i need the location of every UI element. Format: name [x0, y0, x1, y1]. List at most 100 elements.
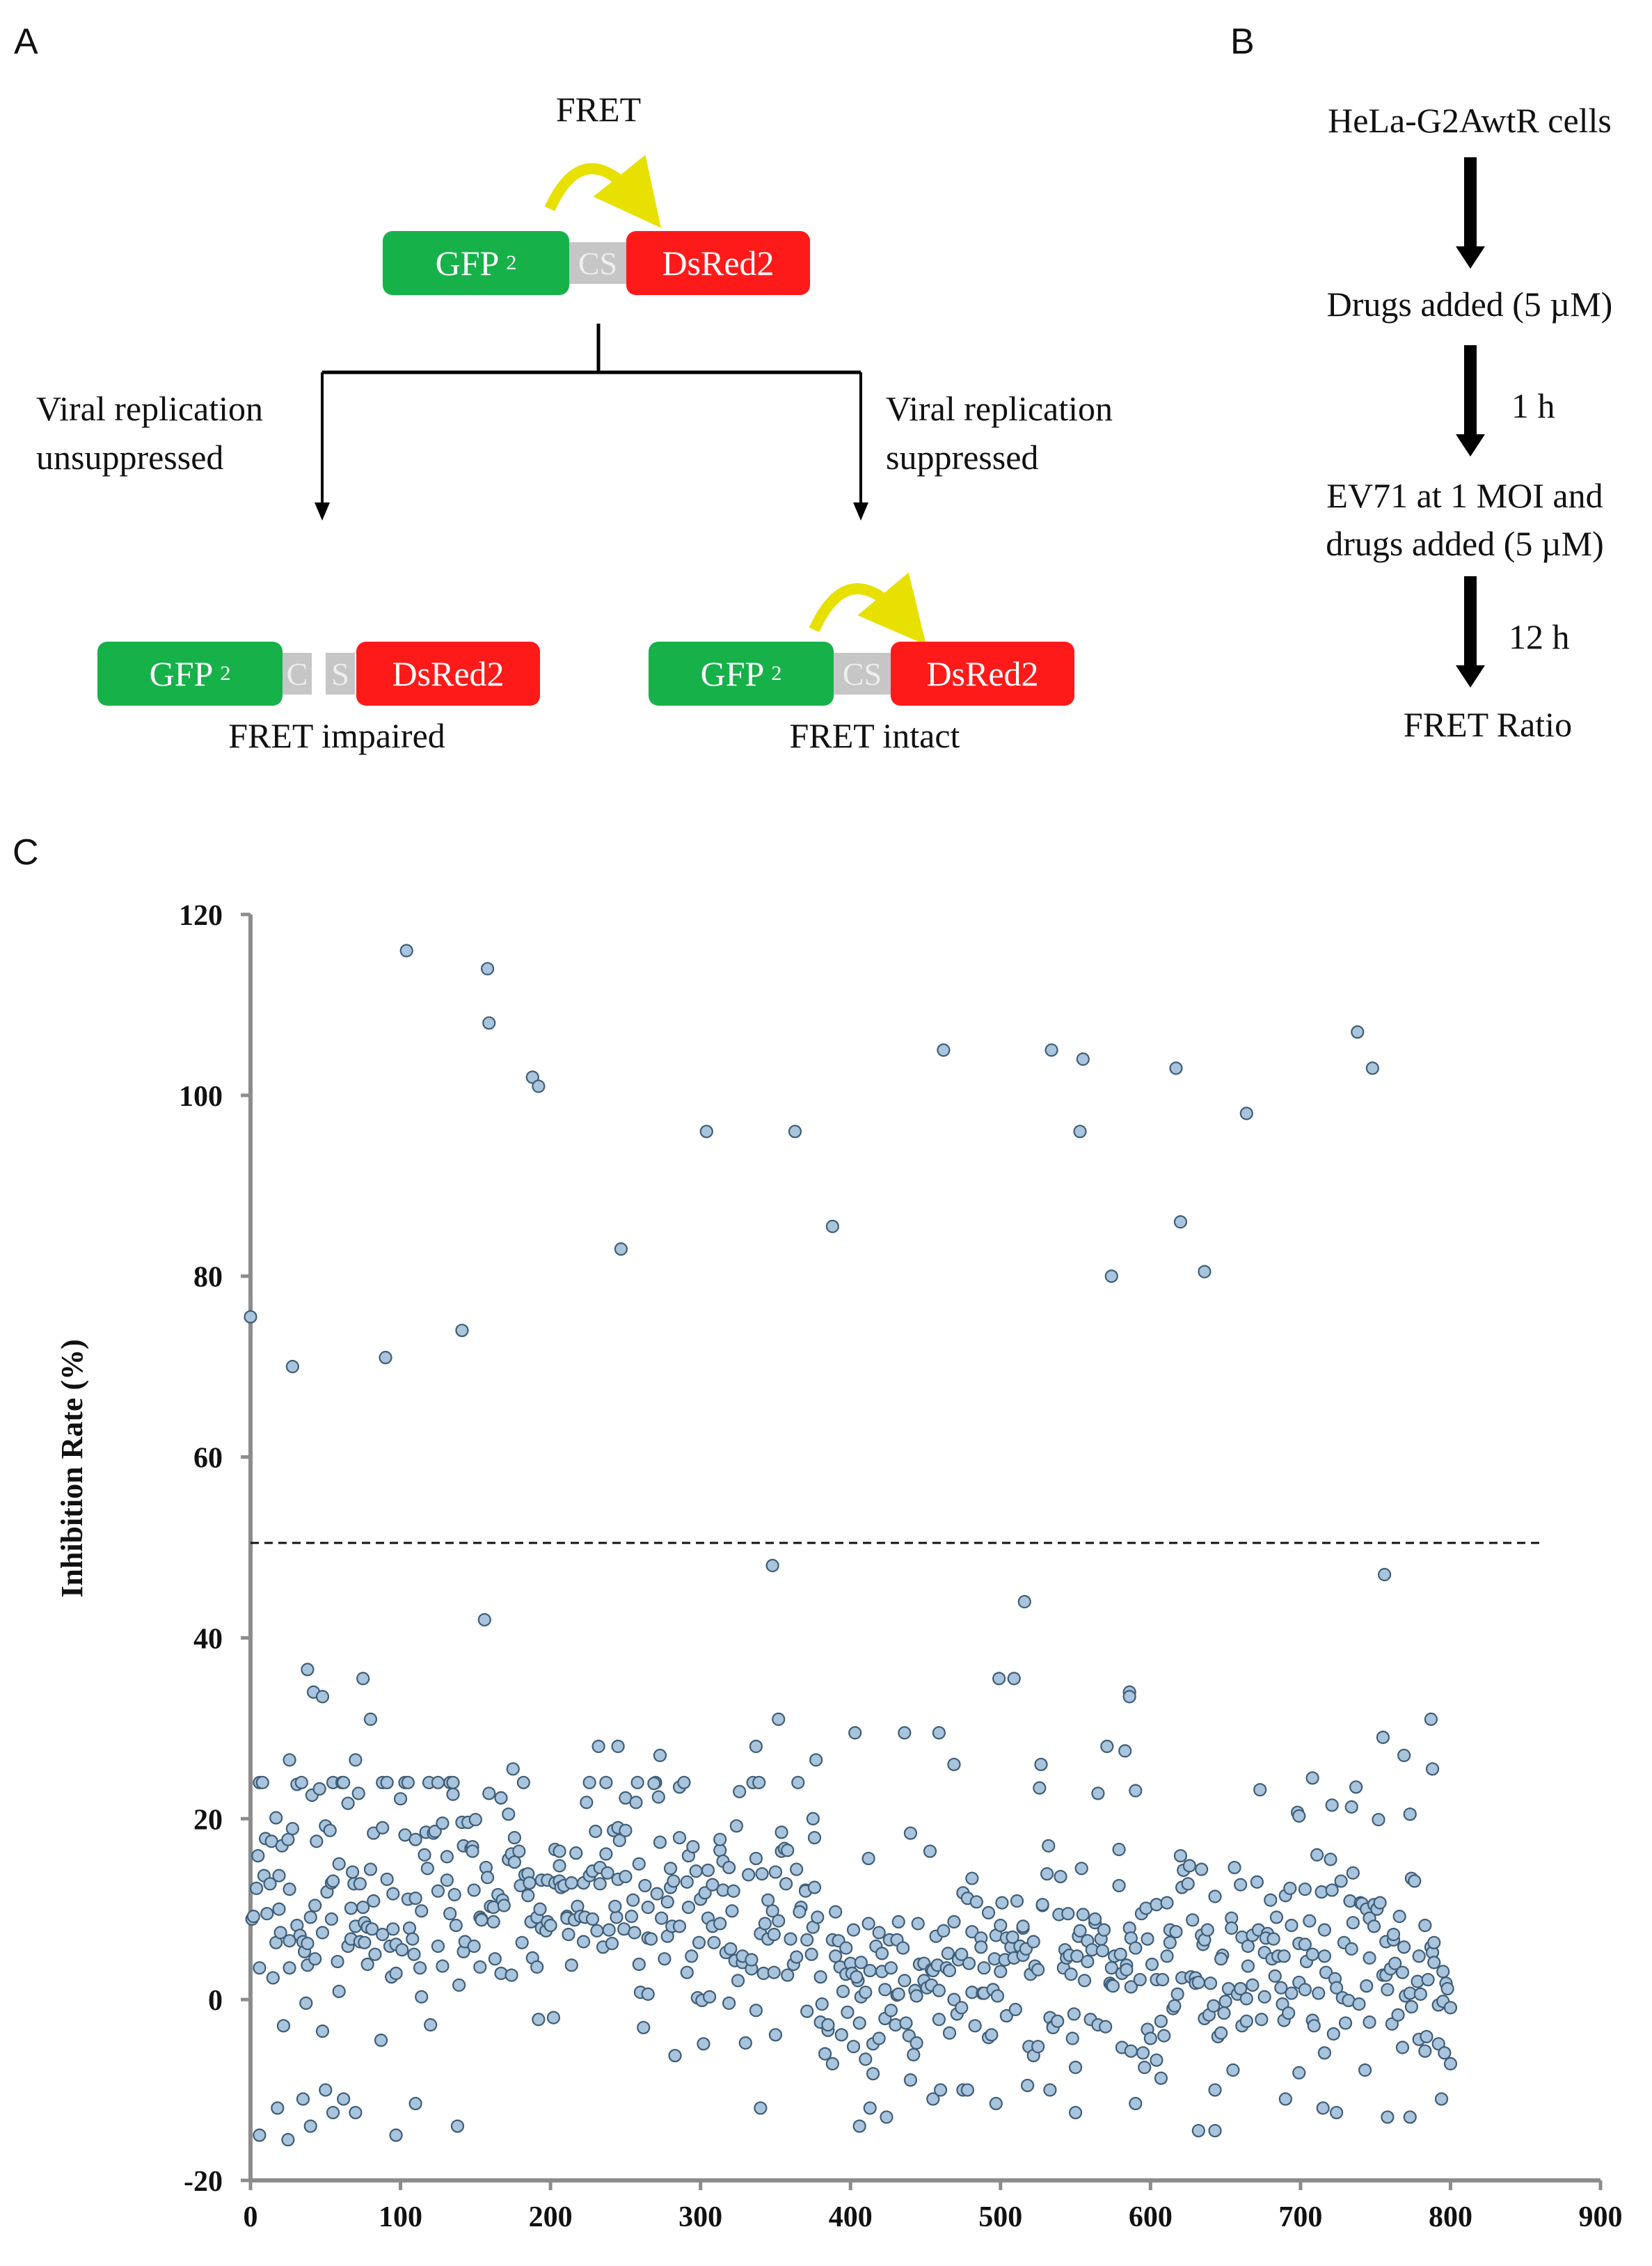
data-point — [601, 1866, 614, 1880]
data-point — [641, 1987, 655, 2001]
chart-axes — [248, 914, 1601, 2182]
data-point — [898, 1974, 912, 1988]
data-point — [1352, 1997, 1366, 2011]
y-tick-label: 40 — [193, 1623, 223, 1655]
data-point — [990, 1989, 1005, 2003]
data-point — [303, 2119, 317, 2133]
x-tick-label: 700 — [1278, 2201, 1322, 2233]
data-point — [653, 1835, 667, 1849]
data-point — [722, 1996, 736, 2010]
data-point — [344, 1901, 358, 1915]
data-point — [1305, 1947, 1319, 1961]
data-point — [376, 1927, 390, 1942]
data-point — [1040, 1867, 1054, 1881]
data-point — [253, 1961, 267, 1975]
data-point — [386, 1922, 400, 1936]
fret-arrow-intact — [809, 572, 926, 645]
data-point — [713, 1844, 727, 1857]
data-point — [283, 1961, 296, 1975]
data-point — [413, 1961, 427, 1975]
data-point — [692, 1935, 706, 1949]
data-point — [353, 1877, 367, 1891]
data-point — [365, 1922, 379, 1936]
data-point — [1020, 2078, 1035, 2093]
data-point — [1173, 1215, 1188, 1229]
data-point — [1112, 1842, 1126, 1857]
data-point — [467, 1939, 481, 1954]
data-point — [1425, 1762, 1440, 1776]
data-point — [1051, 2014, 1065, 2028]
data-point — [431, 1884, 445, 1898]
data-point — [389, 2128, 403, 2142]
data-point — [658, 1952, 672, 1966]
data-point — [1338, 2016, 1353, 2030]
data-point — [947, 1992, 961, 2006]
data-point — [872, 1926, 886, 1940]
x-tick-label: 300 — [678, 2201, 722, 2233]
data-point — [1073, 1125, 1087, 1139]
y-tick-label: -20 — [184, 2166, 223, 2198]
data-point — [685, 1949, 699, 1963]
data-point — [543, 1919, 557, 1933]
data-point — [521, 1889, 535, 1903]
data-point — [1317, 1949, 1331, 1963]
data-point — [1418, 2044, 1432, 2058]
data-point — [644, 1932, 658, 1946]
data-point — [775, 1825, 788, 1839]
data-point — [1173, 1848, 1188, 1863]
data-point — [379, 1351, 392, 1365]
data-point — [389, 1966, 403, 1981]
data-point — [602, 1923, 616, 1937]
data-point — [276, 2019, 291, 2033]
data-point — [1145, 1957, 1159, 1972]
data-point — [1061, 1907, 1075, 1921]
data-point — [1317, 1923, 1331, 1937]
data-point — [428, 1824, 442, 1839]
data-point — [965, 1871, 979, 1885]
data-point — [486, 1915, 500, 1929]
x-tick-label: 900 — [1579, 2201, 1623, 2233]
data-point — [863, 2101, 877, 2115]
x-tick-label: 800 — [1429, 2201, 1472, 2233]
data-point — [605, 1936, 619, 1951]
data-point — [962, 1956, 976, 1970]
data-point — [790, 1950, 804, 1964]
data-point — [1285, 1986, 1298, 2000]
data-point — [477, 1613, 491, 1627]
data-point — [713, 1832, 727, 1846]
data-point — [1325, 1883, 1339, 1897]
data-point — [452, 1978, 466, 1992]
data-point — [1208, 2083, 1222, 2097]
data-point — [447, 1887, 461, 1902]
data-point — [767, 1927, 781, 1942]
data-point — [994, 1965, 1008, 1979]
data-point — [861, 1917, 875, 1931]
data-point — [1169, 1925, 1183, 1939]
data-point — [1191, 1975, 1205, 1990]
data-point — [1129, 2096, 1143, 2111]
data-point — [315, 2025, 330, 2038]
data-point — [861, 1851, 875, 1866]
data-point — [363, 1862, 378, 1876]
workflow-time-1h: 1 h — [1511, 386, 1555, 425]
data-point — [1113, 1947, 1127, 1961]
data-point — [1181, 1877, 1195, 1891]
data-point — [271, 2101, 285, 2115]
x-tick-label: 600 — [1129, 2201, 1173, 2233]
data-point — [1054, 1869, 1067, 1884]
data-point — [1269, 1910, 1284, 1924]
data-point — [784, 1932, 797, 1946]
data-point — [765, 1558, 779, 1573]
data-point — [533, 1902, 547, 1916]
data-point — [731, 1974, 745, 1988]
data-point — [418, 1848, 431, 1862]
data-point — [1317, 2046, 1331, 2060]
y-tick-label: 100 — [179, 1081, 223, 1113]
data-point — [836, 1984, 850, 1999]
data-point — [1122, 1690, 1136, 1704]
data-point — [1391, 2008, 1405, 2022]
data-point — [494, 1791, 508, 1805]
data-point — [1241, 1939, 1255, 1954]
data-point — [937, 1924, 951, 1938]
data-point — [1397, 1748, 1411, 1762]
